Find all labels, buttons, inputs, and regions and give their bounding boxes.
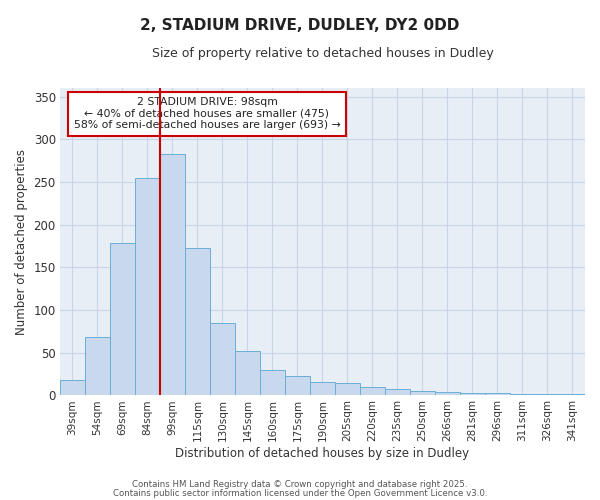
Title: Size of property relative to detached houses in Dudley: Size of property relative to detached ho…	[152, 48, 493, 60]
Text: 2, STADIUM DRIVE, DUDLEY, DY2 0DD: 2, STADIUM DRIVE, DUDLEY, DY2 0DD	[140, 18, 460, 32]
Bar	[410, 391, 435, 395]
X-axis label: Distribution of detached houses by size in Dudley: Distribution of detached houses by size …	[175, 447, 470, 460]
Bar	[485, 394, 510, 395]
Bar	[160, 154, 185, 395]
Text: Contains public sector information licensed under the Open Government Licence v3: Contains public sector information licen…	[113, 489, 487, 498]
Bar	[185, 248, 210, 395]
Bar	[210, 322, 235, 395]
Bar	[310, 382, 335, 395]
Text: Contains HM Land Registry data © Crown copyright and database right 2025.: Contains HM Land Registry data © Crown c…	[132, 480, 468, 489]
Bar	[510, 394, 535, 395]
Bar	[85, 337, 110, 395]
Bar	[135, 178, 160, 395]
Bar	[360, 386, 385, 395]
Bar	[385, 389, 410, 395]
Bar	[560, 394, 585, 395]
Bar	[60, 380, 85, 395]
Y-axis label: Number of detached properties: Number of detached properties	[15, 148, 28, 334]
Bar	[110, 244, 135, 395]
Bar	[535, 394, 560, 395]
Bar	[235, 351, 260, 395]
Bar	[335, 383, 360, 395]
Text: 2 STADIUM DRIVE: 98sqm
← 40% of detached houses are smaller (475)
58% of semi-de: 2 STADIUM DRIVE: 98sqm ← 40% of detached…	[74, 98, 340, 130]
Bar	[435, 392, 460, 395]
Bar	[260, 370, 285, 395]
Bar	[460, 394, 485, 395]
Bar	[285, 376, 310, 395]
